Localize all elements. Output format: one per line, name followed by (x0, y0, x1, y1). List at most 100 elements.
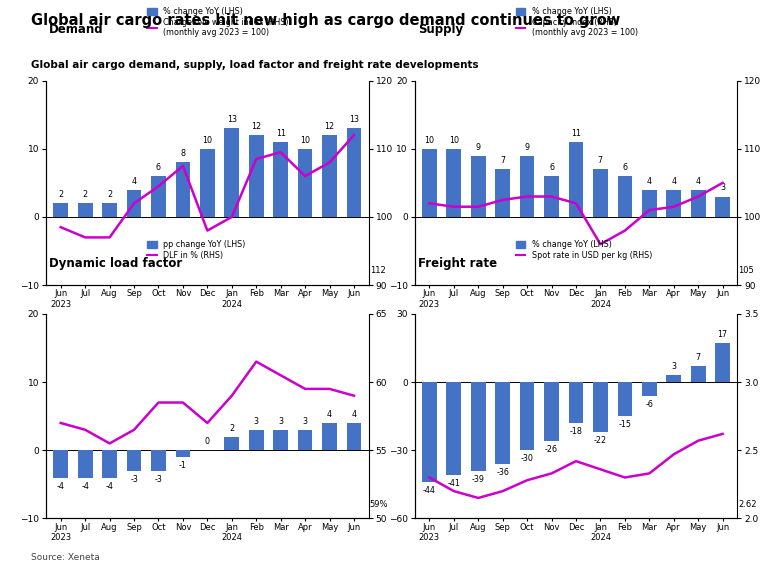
Bar (249, 135, 263, 217)
Text: 13: 13 (349, 115, 359, 124)
Text: 6: 6 (549, 163, 554, 172)
Bar (568, 142, 584, 217)
Legend: % change YoY (LHS), Chargeable weight index (RHS)
(monthly avg 2023 = 100): % change YoY (LHS), Chargeable weight in… (147, 7, 289, 37)
Text: -3: -3 (130, 475, 138, 484)
Text: 10: 10 (300, 136, 310, 145)
Bar (176, 450, 190, 457)
Text: -36: -36 (496, 468, 509, 477)
Bar (617, 176, 632, 217)
Bar (520, 382, 535, 450)
Bar (568, 382, 584, 423)
Bar (446, 149, 461, 217)
Bar (346, 128, 361, 217)
Bar (642, 190, 657, 217)
Bar (715, 196, 730, 217)
Bar (346, 423, 361, 450)
Text: 12: 12 (324, 122, 335, 131)
Bar (298, 430, 313, 450)
Text: 6: 6 (156, 163, 161, 172)
Bar (593, 382, 607, 432)
Text: -26: -26 (545, 445, 558, 454)
Bar (224, 128, 239, 217)
Text: 2: 2 (107, 190, 112, 199)
Text: 3: 3 (253, 416, 259, 426)
Text: Demand: Demand (49, 24, 104, 36)
Text: 10: 10 (425, 136, 435, 145)
Bar (323, 423, 337, 450)
Text: -1: -1 (179, 461, 187, 470)
Bar (249, 430, 263, 450)
Bar (617, 382, 632, 416)
Text: 59%: 59% (370, 499, 389, 509)
Bar (273, 142, 288, 217)
Text: 7: 7 (598, 156, 603, 165)
Bar (224, 437, 239, 450)
Text: 2: 2 (58, 190, 63, 199)
Bar (642, 382, 657, 396)
Text: 4: 4 (671, 177, 677, 185)
Text: 2: 2 (83, 190, 88, 199)
Text: Supply: Supply (418, 24, 463, 36)
Bar (495, 169, 510, 217)
Text: 9: 9 (475, 142, 481, 151)
Bar (422, 149, 437, 217)
Text: 12: 12 (251, 122, 261, 131)
Text: 2.62: 2.62 (739, 499, 757, 509)
Text: 4: 4 (131, 177, 137, 185)
Bar (102, 203, 117, 217)
Bar (471, 382, 485, 471)
Text: Freight rate: Freight rate (418, 257, 497, 270)
Text: 2: 2 (229, 423, 234, 433)
Bar (545, 176, 559, 217)
Text: 7: 7 (500, 156, 505, 165)
Text: 3: 3 (671, 362, 677, 371)
Text: Dynamic load factor: Dynamic load factor (49, 257, 183, 270)
Text: -4: -4 (106, 482, 114, 491)
Legend: % change YoY (LHS), Spot rate in USD per kg (RHS): % change YoY (LHS), Spot rate in USD per… (515, 240, 652, 260)
Text: 3: 3 (303, 416, 308, 426)
Text: 13: 13 (227, 115, 237, 124)
Bar (54, 203, 68, 217)
Bar (54, 450, 68, 478)
Text: 17: 17 (717, 331, 728, 339)
Text: 10: 10 (449, 136, 458, 145)
Bar (422, 382, 437, 482)
Text: 10: 10 (202, 136, 213, 145)
Bar (78, 450, 92, 478)
Text: -41: -41 (448, 479, 460, 488)
Text: 4: 4 (352, 410, 356, 419)
Bar (78, 203, 92, 217)
Text: -44: -44 (423, 486, 435, 495)
Bar (298, 149, 313, 217)
Text: 11: 11 (571, 129, 581, 138)
Text: 3: 3 (278, 416, 283, 426)
Bar (151, 176, 166, 217)
Text: -15: -15 (618, 420, 631, 429)
Text: -6: -6 (645, 400, 654, 409)
Text: -4: -4 (57, 482, 65, 491)
Bar (446, 382, 461, 475)
Text: 105: 105 (739, 266, 754, 275)
Bar (102, 450, 117, 478)
Legend: pp change YoY (LHS), DLF in % (RHS): pp change YoY (LHS), DLF in % (RHS) (147, 240, 245, 260)
Bar (151, 450, 166, 471)
Text: 8: 8 (180, 149, 185, 158)
Legend: % change YoY (LHS), Capacity index (RHS)
(monthly avg 2023 = 100): % change YoY (LHS), Capacity index (RHS)… (515, 7, 637, 37)
Bar (545, 382, 559, 441)
Text: -22: -22 (594, 436, 607, 445)
Text: -3: -3 (154, 475, 162, 484)
Bar (200, 149, 215, 217)
Text: 3: 3 (720, 183, 725, 192)
Bar (691, 190, 706, 217)
Text: 0: 0 (205, 437, 210, 446)
Bar (715, 343, 730, 382)
Bar (323, 135, 337, 217)
Bar (593, 169, 607, 217)
Text: 11: 11 (276, 129, 286, 138)
Bar (520, 156, 535, 217)
Text: 112: 112 (370, 266, 386, 275)
Text: -18: -18 (570, 427, 582, 436)
Bar (667, 376, 681, 382)
Text: Global air cargo demand, supply, load factor and freight rate developments: Global air cargo demand, supply, load fa… (31, 60, 478, 70)
Bar (127, 190, 141, 217)
